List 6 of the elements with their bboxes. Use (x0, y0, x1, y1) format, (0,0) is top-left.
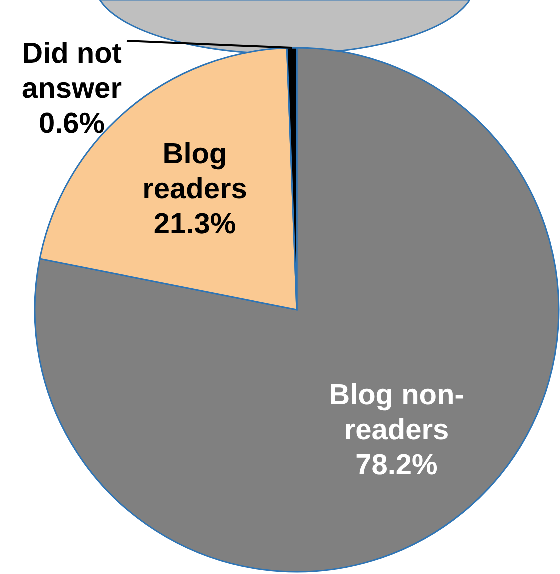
slice-label: Did not answer (22, 38, 122, 105)
data-label: 0.6% (38, 108, 106, 140)
slice-label: Blog non-readers (329, 379, 464, 446)
data-label: 78.2% (356, 449, 438, 482)
slice-label: Blog readers (142, 138, 248, 206)
data-label: 21.3% (154, 208, 236, 240)
